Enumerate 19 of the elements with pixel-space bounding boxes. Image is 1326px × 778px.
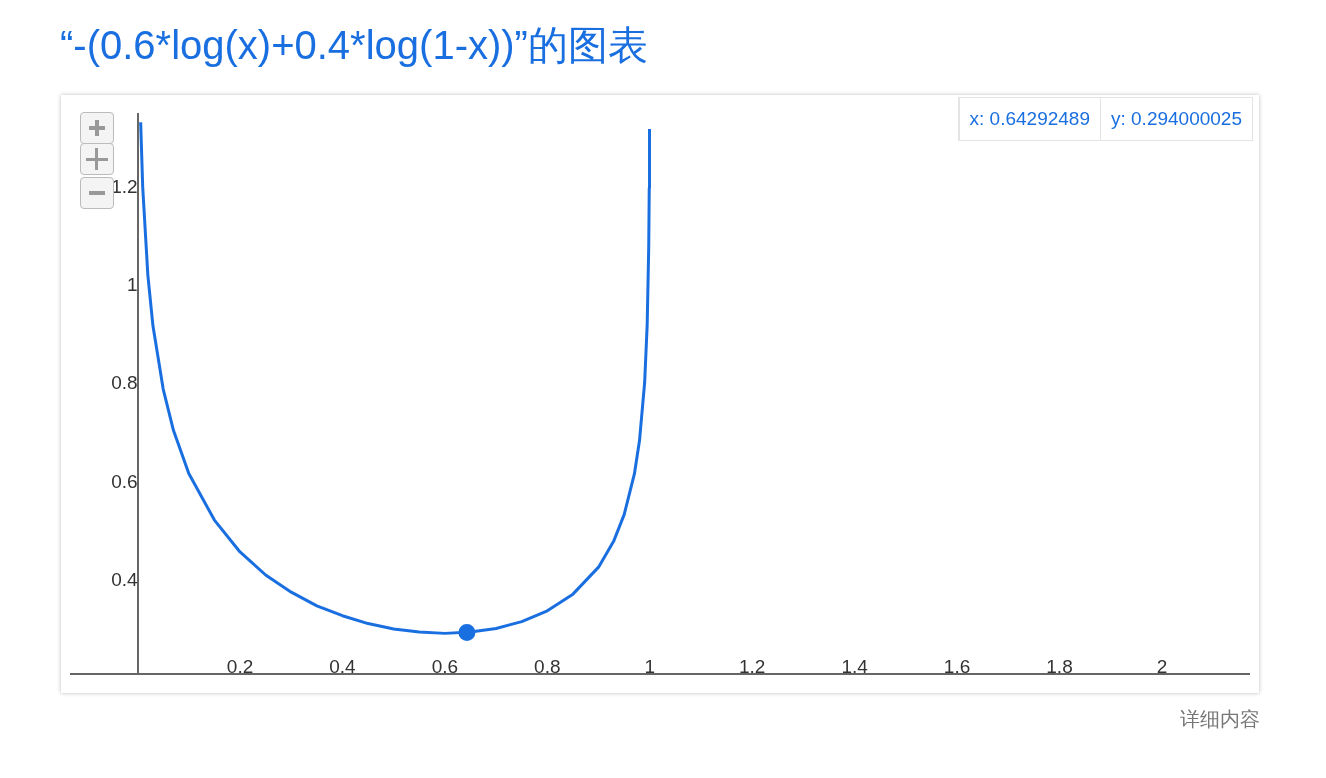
y-tick-label: 0.8: [111, 372, 138, 394]
y-tick-label: 0.4: [111, 568, 139, 590]
y-tick-label: 0.6: [111, 470, 138, 492]
y-tick-label: 1: [127, 274, 138, 296]
x-tick-label: 0.6: [431, 656, 459, 678]
text: 详细内容: [1180, 707, 1260, 732]
chart-title: “-(0.6*log(x)+0.4*log(1-x))”的图表: [60, 22, 648, 69]
y-tick-label: 1.2: [111, 176, 138, 198]
x-tick-label: 0.4: [329, 656, 357, 678]
x-tick-label: 1.8: [1046, 656, 1073, 678]
x-tick-label: 1.6: [943, 656, 971, 678]
x-tick-label: 1.4: [841, 656, 869, 678]
annotation: x: 0.64292489: [958, 98, 1100, 140]
x-tick-label: 1: [644, 656, 656, 678]
x-tick-label: 0.8: [534, 656, 561, 678]
x-tick-label: 1.2: [738, 656, 766, 678]
annotation: y: 0.294000025: [1099, 98, 1252, 140]
x-tick-label: 2: [1156, 656, 1168, 678]
x-tick-label: 0.2: [226, 656, 254, 678]
